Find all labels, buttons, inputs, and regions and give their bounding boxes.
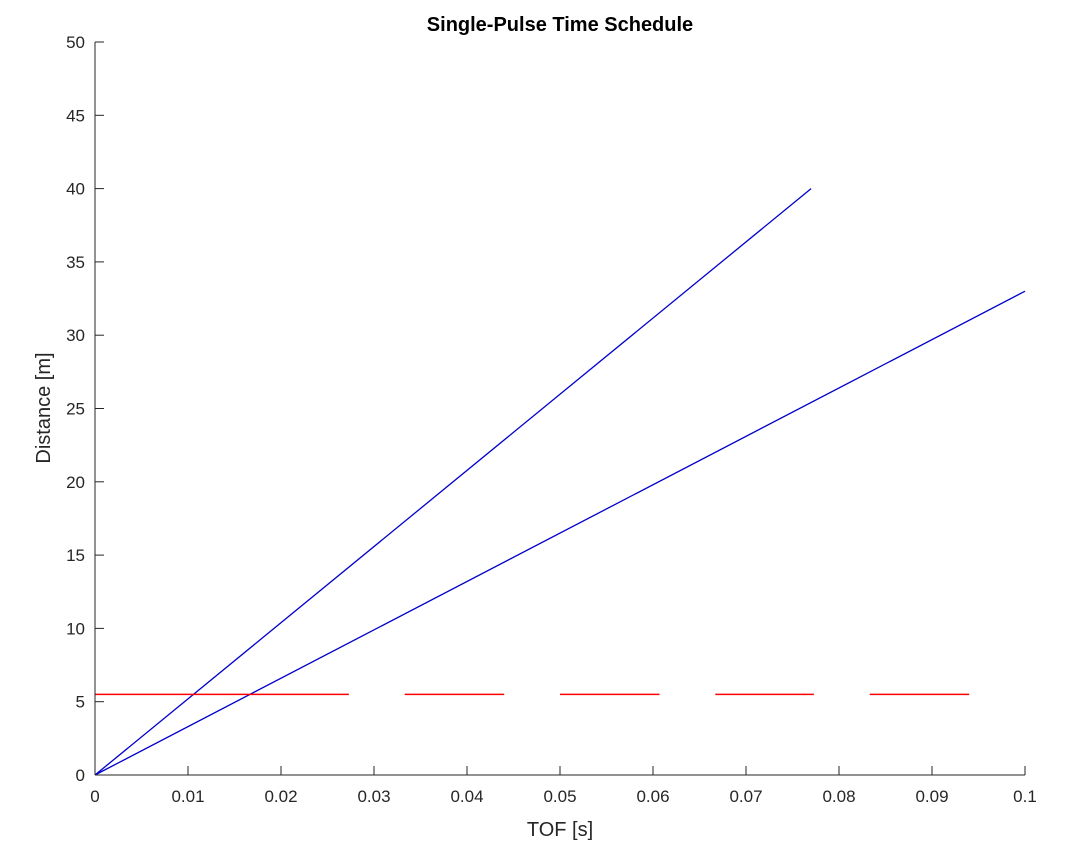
chart-title: Single-Pulse Time Schedule xyxy=(427,14,693,36)
y-tick-label: 45 xyxy=(66,106,85,125)
y-axis-label: Distance [m] xyxy=(33,352,55,463)
y-tick-label: 40 xyxy=(66,180,85,199)
x-tick-label: 0.04 xyxy=(450,787,483,806)
y-tick-label: 30 xyxy=(66,326,85,345)
y-tick-label: 50 xyxy=(66,33,85,52)
x-tick-label: 0.05 xyxy=(543,787,576,806)
x-ticks-layer: 0 0.01 0.02 0.03 0.04 0.05 0.06 0.07 0.08 0.09 0.1 xyxy=(90,766,1037,806)
y-ticks-layer: 0 5 10 15 20 25 30 35 40 45 50 xyxy=(66,33,104,785)
x-tick-label: 0.06 xyxy=(636,787,669,806)
y-tick-label: 5 xyxy=(76,693,85,712)
series-line-2 xyxy=(94,290,1026,776)
series-layer xyxy=(94,188,1026,776)
series-line-1 xyxy=(94,188,812,776)
x-axis-label: TOF [s] xyxy=(527,819,593,841)
x-tick-label: 0.07 xyxy=(729,787,762,806)
y-tick-label: 10 xyxy=(66,619,85,638)
y-tick-label: 15 xyxy=(66,546,85,565)
y-tick-label: 20 xyxy=(66,473,85,492)
y-tick-label: 25 xyxy=(66,400,85,419)
y-tick-label: 0 xyxy=(76,766,85,785)
x-tick-label: 0.03 xyxy=(357,787,390,806)
x-tick-label: 0.09 xyxy=(915,787,948,806)
x-tick-label: 0.08 xyxy=(822,787,855,806)
x-tick-label: 0.02 xyxy=(264,787,297,806)
y-tick-label: 35 xyxy=(66,253,85,272)
x-tick-label: 0 xyxy=(90,787,99,806)
x-tick-label: 0.01 xyxy=(171,787,204,806)
x-tick-label: 0.1 xyxy=(1013,787,1037,806)
